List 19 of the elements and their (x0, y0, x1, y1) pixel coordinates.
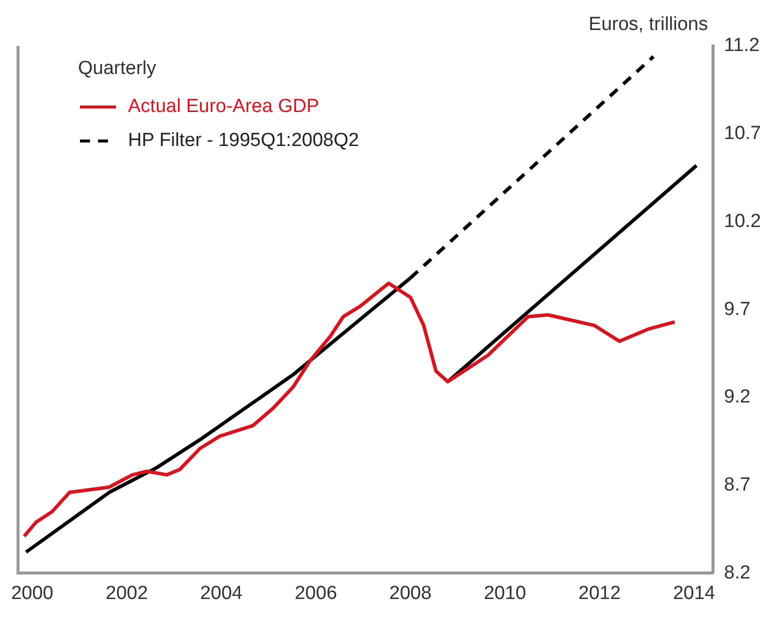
x-tick-label: 2000 (11, 582, 54, 604)
y-tick-label: 8.7 (724, 474, 750, 496)
x-tick-label: 2010 (484, 582, 526, 604)
x-tick-label: 2014 (672, 582, 716, 604)
y-tick-label: 9.2 (724, 386, 750, 408)
y-tick-label: 9.7 (724, 298, 750, 320)
x-tick-label: 2002 (106, 582, 148, 604)
legend-label: HP Filter - 1995Q1:2008Q2 (128, 130, 359, 152)
x-tick-label: 2006 (294, 582, 338, 604)
legend-title: Quarterly (78, 58, 158, 80)
legend-label: Actual Euro-Area GDP (128, 96, 320, 118)
y-tick-label: 11.2 (724, 35, 760, 56)
y-tick-label: 10.2 (724, 210, 762, 232)
x-tick-label: 2012 (578, 582, 621, 604)
y-axis-title: Euros, trillions (588, 14, 708, 36)
x-tick-label: 2008 (389, 582, 432, 604)
x-tick-label: 2004 (200, 582, 243, 604)
y-tick-label: 8.2 (724, 562, 750, 584)
y-tick-label: 10.7 (724, 123, 762, 144)
